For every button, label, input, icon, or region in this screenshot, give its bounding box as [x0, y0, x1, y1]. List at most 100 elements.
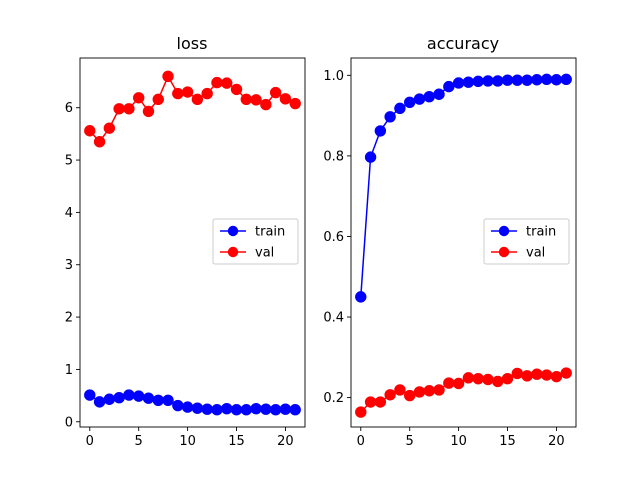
accuracy-train-point — [423, 90, 435, 103]
accuracy-train-point — [521, 74, 533, 86]
loss-y-tick-label: 3 — [65, 258, 73, 273]
loss-train-point — [84, 389, 96, 401]
loss-val-point — [240, 93, 253, 106]
accuracy-val-point — [452, 377, 465, 390]
accuracy-val-point — [423, 385, 435, 397]
accuracy-val-point — [462, 372, 475, 384]
accuracy-train-point — [511, 74, 523, 86]
accuracy-axes-frame — [350, 57, 577, 428]
loss-train-point — [211, 404, 223, 416]
loss-val-point — [250, 94, 262, 106]
loss-train-point — [230, 404, 243, 416]
accuracy-train-point — [355, 291, 367, 303]
loss-y-tick-label: 6 — [65, 101, 73, 116]
accuracy-val-point — [511, 367, 523, 380]
loss-train-point — [93, 396, 106, 408]
loss-val-point — [142, 105, 155, 118]
accuracy-val-point — [472, 372, 484, 385]
accuracy-val-point — [492, 375, 504, 388]
accuracy-legend-train-marker — [498, 225, 510, 237]
accuracy-legend-val-marker — [498, 246, 510, 258]
accuracy-train-point — [384, 111, 396, 123]
loss-val-point — [172, 87, 184, 100]
loss-train-point — [152, 394, 164, 407]
loss-train-point — [201, 403, 213, 415]
loss-train-point — [191, 402, 204, 414]
accuracy-y-tick-label: 0.8 — [323, 149, 344, 164]
loss-val-point — [152, 93, 164, 106]
loss-subplot: loss 0 5 10 15 20 0 1 2 3 4 5 6 train val — [65, 34, 306, 449]
loss-y-tick-label: 2 — [65, 311, 73, 326]
accuracy-y-tick-label: 1.0 — [323, 69, 344, 84]
loss-legend: train val — [212, 218, 299, 265]
accuracy-val-point — [374, 396, 387, 408]
accuracy-val-point — [364, 396, 377, 408]
loss-val-point — [269, 86, 282, 99]
accuracy-val-point — [560, 367, 572, 379]
loss-train-point — [123, 389, 135, 401]
loss-x-tick-label: 10 — [179, 434, 196, 449]
loss-train-point — [142, 392, 155, 404]
loss-val-point — [113, 103, 125, 115]
accuracy-x-tick-label: 10 — [450, 434, 467, 449]
loss-val-point — [123, 103, 135, 115]
accuracy-train-point — [443, 80, 455, 93]
accuracy-train-point — [364, 151, 377, 163]
loss-val-point — [162, 70, 174, 83]
loss-train-point — [113, 391, 125, 404]
loss-y-tick-label: 1 — [65, 363, 73, 378]
accuracy-x-tick-label: 0 — [357, 434, 365, 449]
accuracy-legend-train-label: train — [526, 225, 556, 240]
loss-val-point — [289, 97, 301, 110]
accuracy-train-point — [374, 125, 387, 137]
loss-val-point — [133, 92, 145, 104]
loss-val-point — [93, 136, 106, 148]
loss-legend-val-label: val — [255, 246, 274, 261]
accuracy-train-point — [492, 75, 504, 87]
accuracy-legend-val-label: val — [526, 246, 545, 261]
loss-val-point — [181, 86, 194, 98]
loss-x-tick-label: 15 — [228, 434, 245, 449]
accuracy-legend: train val — [483, 218, 570, 265]
loss-train-point — [250, 402, 262, 415]
accuracy-title: accuracy — [427, 34, 499, 53]
accuracy-x-tick-label: 20 — [548, 434, 565, 449]
accuracy-train-point — [394, 102, 406, 115]
accuracy-subplot: accuracy 0 5 10 15 20 0.2 0.4 0.6 0.8 1.0 train val — [323, 34, 577, 449]
loss-train-point — [181, 401, 194, 413]
accuracy-val-point — [443, 377, 455, 389]
loss-val-point — [221, 77, 233, 89]
accuracy-train-point — [531, 74, 543, 86]
accuracy-val-point — [433, 384, 445, 396]
accuracy-train-point — [560, 73, 572, 86]
accuracy-val-point — [384, 389, 396, 401]
loss-y-tick-label: 0 — [65, 415, 73, 430]
accuracy-train-point — [404, 96, 416, 109]
loss-train-point — [221, 402, 233, 415]
accuracy-val-point — [413, 386, 426, 398]
loss-val-point — [191, 93, 204, 106]
accuracy-val-point — [404, 389, 416, 402]
accuracy-train-point — [501, 74, 514, 86]
accuracy-train-point — [550, 74, 563, 86]
loss-train-point — [289, 404, 301, 416]
loss-x-tick-label: 5 — [135, 434, 143, 449]
loss-val-point — [260, 98, 272, 111]
loss-legend-train-label: train — [255, 225, 285, 240]
loss-legend-val-marker — [227, 246, 239, 258]
accuracy-train-point — [433, 88, 445, 100]
loss-train-point — [133, 390, 145, 402]
accuracy-x-tick-label: 5 — [406, 434, 414, 449]
loss-val-point — [201, 87, 213, 100]
accuracy-y-tick-label: 0.2 — [323, 391, 344, 406]
loss-val-point — [279, 93, 292, 105]
loss-train-point — [269, 404, 282, 416]
loss-train-point — [162, 394, 174, 407]
loss-y-tick-label: 5 — [65, 154, 73, 169]
accuracy-val-point — [355, 406, 367, 418]
accuracy-y-tick-label: 0.6 — [323, 230, 344, 245]
loss-val-point — [84, 125, 96, 137]
loss-val-point — [211, 76, 223, 89]
loss-axes-frame — [79, 57, 306, 428]
